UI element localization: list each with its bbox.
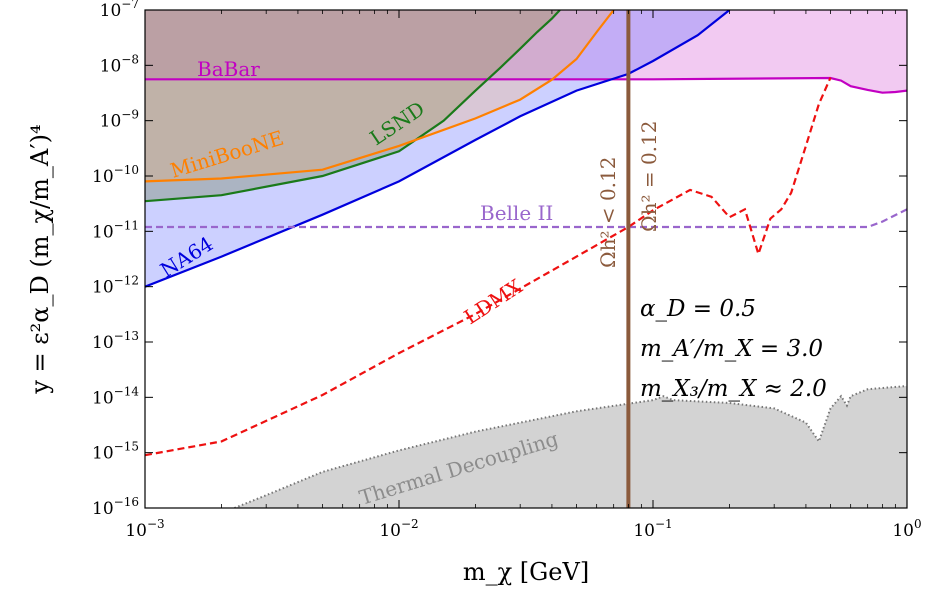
curve-babar <box>145 76 907 94</box>
region-miniboone <box>145 10 614 182</box>
curve-belle-ii <box>145 208 907 229</box>
x-tick-label: 100 <box>892 517 921 541</box>
y-tick-label: 10−10 <box>92 163 139 187</box>
region-lsnd <box>145 10 560 202</box>
label-relic-equal: Ωh² = 0.12 <box>637 121 661 232</box>
region-thermal-decoupling <box>234 386 907 508</box>
y-tick-label: 10−13 <box>92 329 139 353</box>
y-tick-label: 10−15 <box>92 440 139 464</box>
y-tick-label: 10−12 <box>92 274 139 298</box>
x-axis-title: m_χ [GeV] <box>463 558 589 586</box>
y-tick-label: 10−11 <box>92 218 139 242</box>
y-axis-title: y = ε²α_D (m_χ/m_A′)⁴ <box>26 124 54 394</box>
y-tick-label: 10−16 <box>92 495 139 519</box>
label-relic-below: Ωh² < 0.12 <box>596 157 620 268</box>
plot-frame <box>144 9 908 509</box>
label-ldmx: LDMX <box>460 274 527 329</box>
curve-ldmx <box>145 77 832 457</box>
x-tick-label: 10−2 <box>379 517 418 541</box>
region-babar <box>145 10 907 93</box>
y-tick-label: 10−8 <box>100 52 139 76</box>
plot-area <box>145 10 907 508</box>
x-axis: 10−3 10−2 10−1 100 <box>125 10 922 541</box>
param-x3-ratio: m_X₃/m_X ≈ 2.0 <box>640 376 827 402</box>
y-tick-label: 10−14 <box>92 384 139 408</box>
x-tick-label: 10−1 <box>633 517 672 541</box>
curve-miniboone <box>145 10 615 183</box>
curve-na64 <box>145 10 731 288</box>
y-tick-label: 10−7 <box>100 0 139 21</box>
param-mass-ratio: m_A′/m_X = 3.0 <box>640 336 823 362</box>
label-babar: BaBar <box>197 57 260 81</box>
x-tick-label: 10−3 <box>125 517 164 541</box>
param-alpha-d: α_D = 0.5 <box>640 296 756 322</box>
y-axis: 10−16 10−15 10−14 10−13 10−12 10−11 10−10 10−9 1… <box>92 0 907 519</box>
label-belle-ii: Belle II <box>480 201 553 225</box>
curve-lsnd <box>145 10 561 203</box>
y-tick-label: 10−9 <box>100 108 139 132</box>
curve-thermal-decoupling <box>234 385 907 508</box>
